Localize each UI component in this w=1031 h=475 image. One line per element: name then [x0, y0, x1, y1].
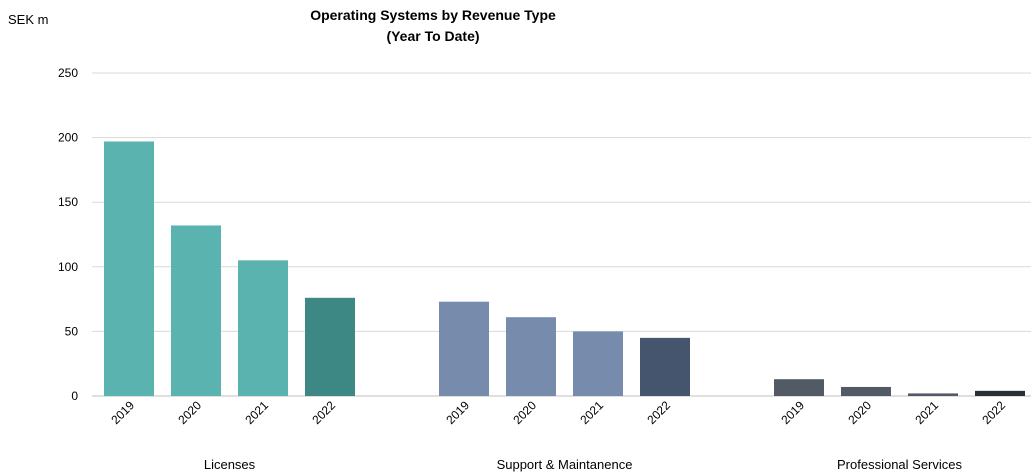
chart-subtitle: (Year To Date)	[386, 28, 479, 44]
x-tick-label: 2019	[108, 398, 137, 427]
bar	[908, 393, 958, 396]
x-tick-label: 2020	[845, 398, 874, 427]
bar	[104, 141, 154, 396]
bar	[171, 225, 221, 396]
bar	[439, 301, 489, 396]
x-tick-label: 2020	[510, 398, 539, 427]
bars	[104, 141, 1025, 396]
y-tick-label: 150	[58, 195, 78, 209]
y-tick-label: 200	[58, 131, 78, 145]
x-tick-label: 2022	[644, 398, 673, 427]
x-tick-label: 2022	[979, 398, 1008, 427]
bar	[573, 331, 623, 396]
x-tick-label: 2022	[309, 398, 338, 427]
x-tick-label: 2020	[175, 398, 204, 427]
y-axis-ticks: 0 50 100 150 200 250	[58, 66, 78, 403]
bar	[975, 390, 1025, 396]
x-tick-label: 2021	[912, 398, 941, 427]
bar	[238, 260, 288, 396]
y-unit-label: SEK m	[8, 12, 48, 27]
category-labels: Licenses Support & Maintanence Professiona…	[204, 457, 963, 472]
bar	[841, 386, 891, 396]
x-axis-ticks: 2019 2020 2021 2022 2019 2020 2021 2022 2019 2020…	[108, 398, 1008, 427]
category-label: Support & Maintanence	[497, 457, 633, 472]
chart-title: Operating Systems by Revenue Type	[310, 7, 556, 23]
category-label: Licenses	[204, 457, 256, 472]
bar	[774, 379, 824, 396]
x-tick-label: 2019	[778, 398, 807, 427]
y-tick-label: 50	[65, 324, 79, 338]
y-tick-label: 250	[58, 66, 78, 80]
y-tick-label: 0	[71, 389, 78, 403]
bar	[506, 317, 556, 396]
y-tick-label: 100	[58, 260, 78, 274]
bar	[640, 337, 690, 396]
category-label: Professional Services	[837, 457, 962, 472]
gridlines	[92, 72, 1031, 397]
x-tick-label: 2021	[577, 398, 606, 427]
x-tick-label: 2019	[443, 398, 472, 427]
bar	[305, 297, 355, 396]
x-tick-label: 2021	[242, 398, 271, 427]
